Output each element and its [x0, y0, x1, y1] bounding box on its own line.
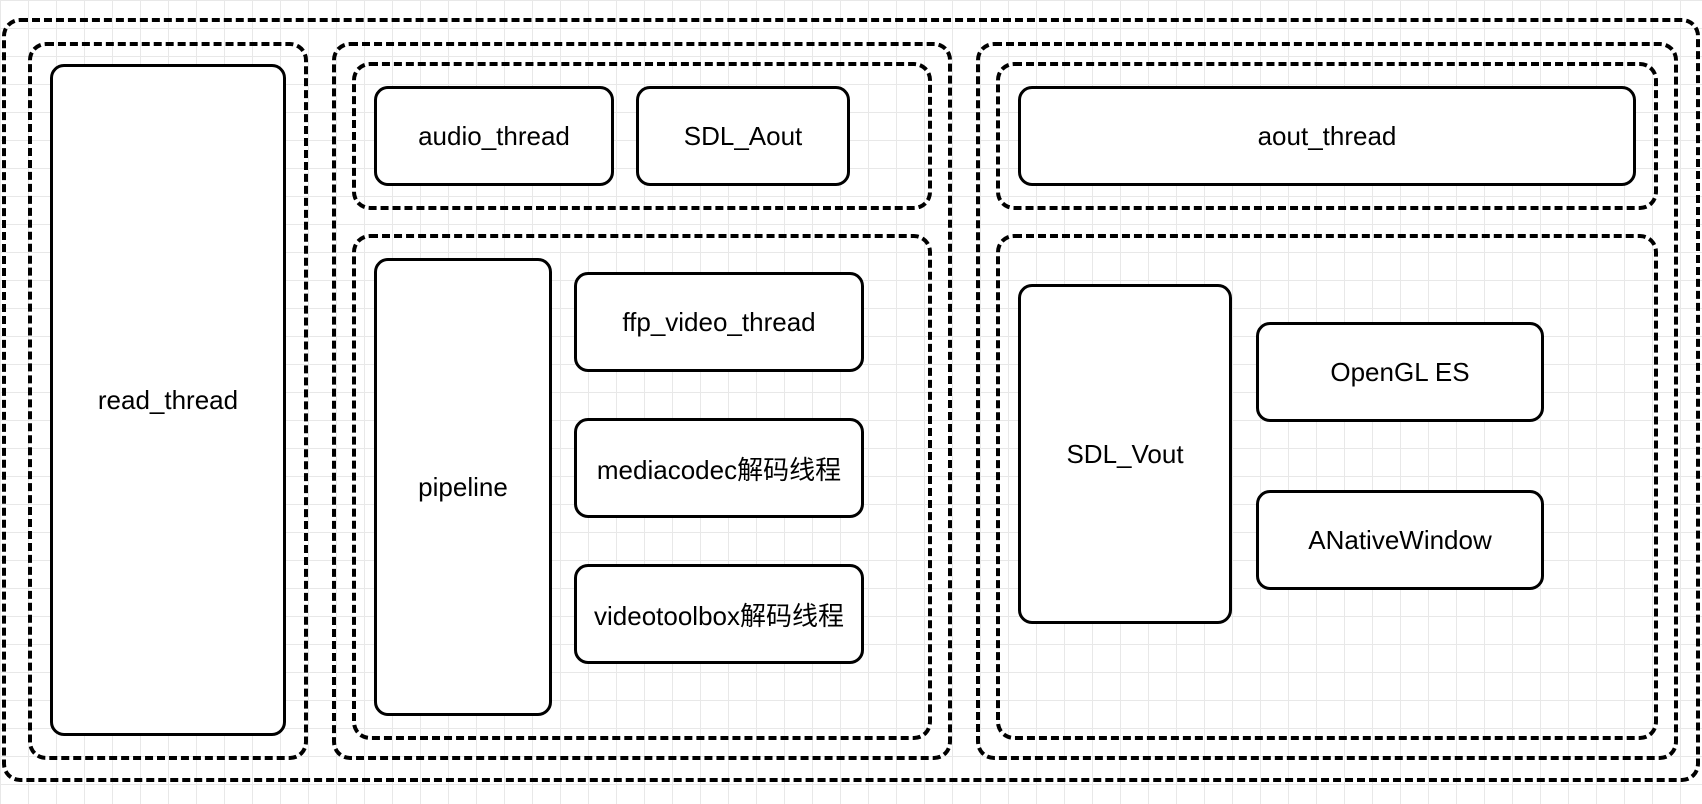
label-sdl-aout: SDL_Aout [684, 121, 803, 152]
box-read-thread: read_thread [50, 64, 286, 736]
box-anativewindow: ANativeWindow [1256, 490, 1544, 590]
box-pipeline: pipeline [374, 258, 552, 716]
label-audio-thread: audio_thread [418, 121, 570, 152]
label-anativewindow: ANativeWindow [1308, 525, 1492, 556]
label-pipeline: pipeline [418, 472, 508, 503]
box-sdl-aout: SDL_Aout [636, 86, 850, 186]
label-videotoolbox: videotoolbox解码线程 [594, 596, 844, 633]
box-opengl-es: OpenGL ES [1256, 322, 1544, 422]
box-aout-thread: aout_thread [1018, 86, 1636, 186]
box-videotoolbox: videotoolbox解码线程 [574, 564, 864, 664]
label-opengl-es: OpenGL ES [1330, 357, 1469, 388]
label-sdl-vout: SDL_Vout [1066, 439, 1183, 470]
box-audio-thread: audio_thread [374, 86, 614, 186]
label-aout-thread: aout_thread [1258, 121, 1397, 152]
box-sdl-vout: SDL_Vout [1018, 284, 1232, 624]
label-read-thread: read_thread [98, 385, 238, 416]
label-mediacodec: mediacodec解码线程 [597, 450, 841, 487]
box-ffp-video-thread: ffp_video_thread [574, 272, 864, 372]
box-mediacodec: mediacodec解码线程 [574, 418, 864, 518]
label-ffp-video-thread: ffp_video_thread [622, 307, 815, 338]
